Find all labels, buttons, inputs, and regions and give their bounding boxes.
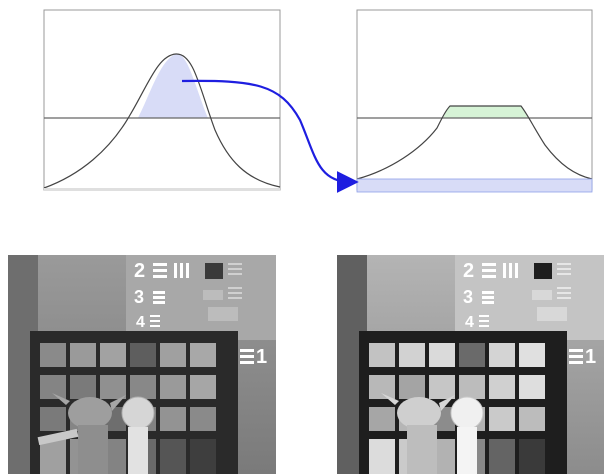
after-photo-scene: 2 3 4 1 (337, 255, 604, 474)
after-target-label-2: 2 (463, 260, 474, 282)
before-baseline (44, 188, 280, 191)
after-redistributed-band (356, 178, 593, 193)
before-photo: 2 3 4 1 (8, 255, 276, 474)
after-target-label-4: 4 (465, 314, 474, 331)
after-histogram-panel (356, 9, 593, 193)
after-target-side-label: 1 (585, 346, 596, 368)
after-photo: 2 3 4 1 (337, 255, 604, 474)
redistribution-arrow (181, 79, 359, 193)
before-histogram-curve (43, 53, 281, 189)
after-panel-frame (356, 9, 593, 191)
histogram-clipping-diagram (43, 9, 593, 193)
before-histogram-panel (43, 9, 281, 191)
after-clipped-area (443, 106, 528, 118)
after-histogram-curve (356, 105, 593, 180)
before-target-label-3: 3 (134, 287, 144, 307)
after-target-label-3: 3 (463, 287, 473, 307)
before-target-label-4: 4 (136, 314, 145, 331)
before-photo-scene: 2 3 4 1 (8, 255, 276, 474)
before-highlighted-area (138, 53, 208, 119)
before-target-side-label: 1 (256, 346, 267, 368)
before-target-label-2: 2 (134, 260, 145, 282)
